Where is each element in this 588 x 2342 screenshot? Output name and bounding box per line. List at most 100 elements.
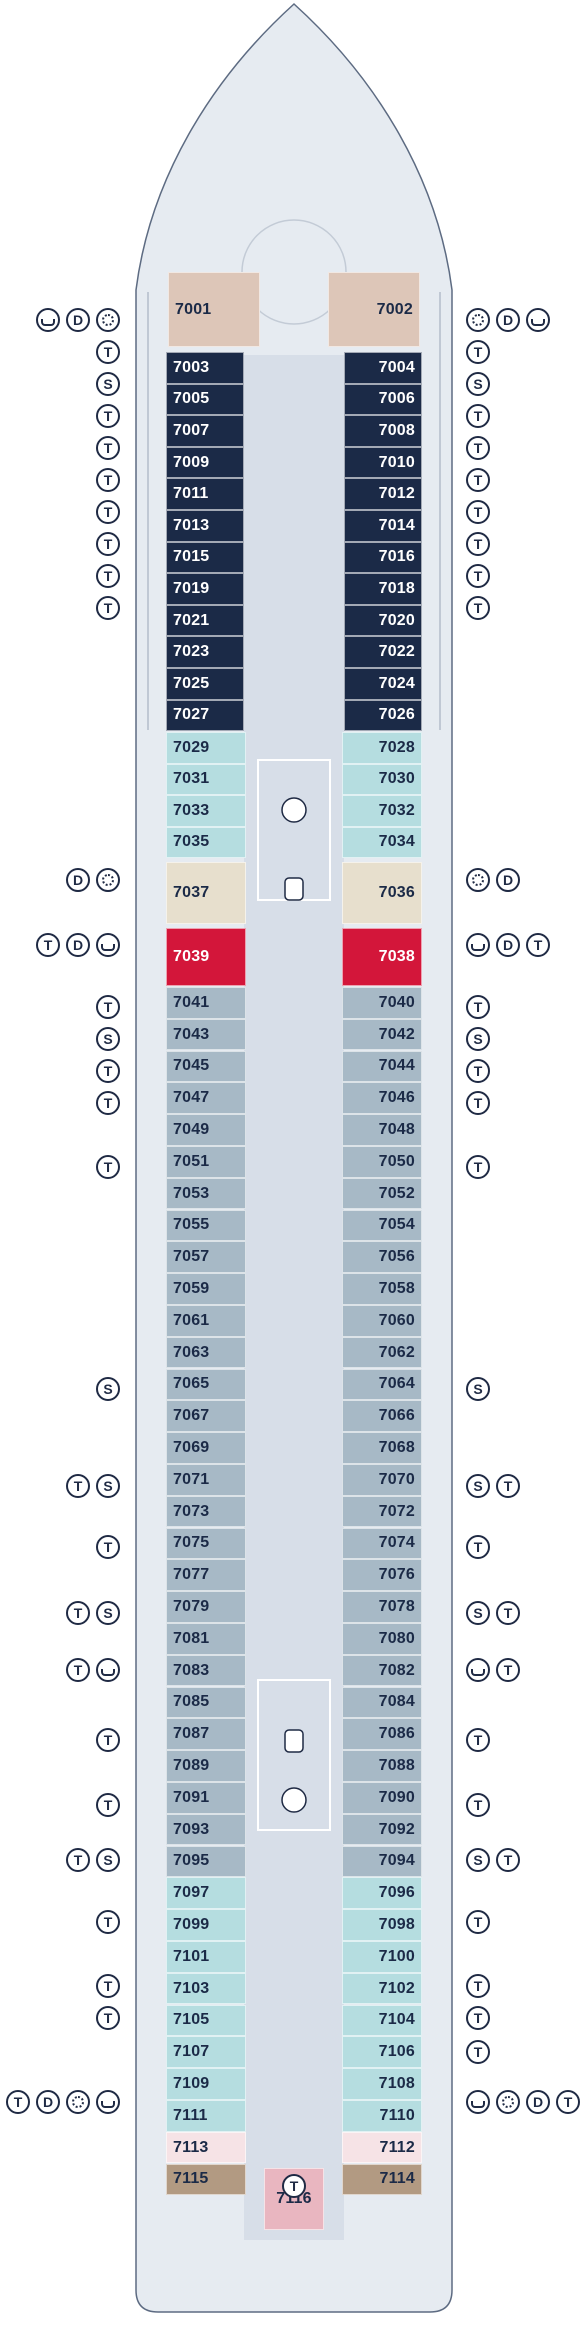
cabin-7081[interactable]: 7081 [166, 1623, 246, 1655]
cabin-7054[interactable]: 7054 [342, 1209, 422, 1242]
cabin-7060[interactable]: 7060 [342, 1305, 422, 1337]
cabin-7108[interactable]: 7108 [342, 2068, 422, 2100]
cabin-7002[interactable]: 7002 [328, 272, 420, 347]
cabin-7105[interactable]: 7105 [166, 2004, 246, 2037]
cabin-7029[interactable]: 7029 [166, 732, 246, 764]
cabin-7092[interactable]: 7092 [342, 1813, 422, 1846]
cabin-7080[interactable]: 7080 [342, 1623, 422, 1655]
cabin-7069[interactable]: 7069 [166, 1432, 246, 1464]
cabin-7024[interactable]: 7024 [344, 668, 422, 700]
cabin-7062[interactable]: 7062 [342, 1336, 422, 1369]
cabin-7096[interactable]: 7096 [342, 1877, 422, 1909]
cabin-7102[interactable]: 7102 [342, 1972, 422, 2005]
cabin-7038[interactable]: 7038 [342, 928, 422, 986]
cabin-7055[interactable]: 7055 [166, 1209, 246, 1242]
cabin-7098[interactable]: 7098 [342, 1909, 422, 1941]
cabin-7078[interactable]: 7078 [342, 1591, 422, 1623]
cabin-7077[interactable]: 7077 [166, 1559, 246, 1591]
cabin-7090[interactable]: 7090 [342, 1782, 422, 1814]
cabin-7063[interactable]: 7063 [166, 1336, 246, 1369]
cabin-7079[interactable]: 7079 [166, 1591, 246, 1623]
cabin-7093[interactable]: 7093 [166, 1813, 246, 1846]
cabin-7014[interactable]: 7014 [344, 510, 422, 542]
cabin-7115[interactable]: 7115 [166, 2163, 246, 2196]
cabin-7008[interactable]: 7008 [344, 415, 422, 447]
cabin-7064[interactable]: 7064 [342, 1368, 422, 1401]
cabin-7016[interactable]: 7016 [344, 541, 422, 574]
cabin-7048[interactable]: 7048 [342, 1114, 422, 1146]
cabin-7095[interactable]: 7095 [166, 1845, 246, 1878]
cabin-7072[interactable]: 7072 [342, 1495, 422, 1528]
cabin-7111[interactable]: 7111 [166, 2100, 246, 2132]
cabin-7047[interactable]: 7047 [166, 1082, 246, 1114]
cabin-7053[interactable]: 7053 [166, 1177, 246, 1210]
cabin-7040[interactable]: 7040 [342, 987, 422, 1019]
cabin-7085[interactable]: 7085 [166, 1686, 246, 1719]
cabin-7112[interactable]: 7112 [342, 2131, 422, 2164]
cabin-7103[interactable]: 7103 [166, 1972, 246, 2005]
cabin-7104[interactable]: 7104 [342, 2004, 422, 2037]
cabin-7089[interactable]: 7089 [166, 1750, 246, 1782]
cabin-7100[interactable]: 7100 [342, 1941, 422, 1973]
cabin-7035[interactable]: 7035 [166, 826, 246, 859]
cabin-7032[interactable]: 7032 [342, 795, 422, 827]
cabin-7044[interactable]: 7044 [342, 1050, 422, 1083]
cabin-7051[interactable]: 7051 [166, 1146, 246, 1178]
cabin-7088[interactable]: 7088 [342, 1750, 422, 1782]
cabin-7031[interactable]: 7031 [166, 763, 246, 796]
cabin-7046[interactable]: 7046 [342, 1082, 422, 1114]
cabin-7067[interactable]: 7067 [166, 1400, 246, 1432]
cabin-7082[interactable]: 7082 [342, 1654, 422, 1687]
cabin-7091[interactable]: 7091 [166, 1782, 246, 1814]
cabin-7028[interactable]: 7028 [342, 732, 422, 764]
cabin-7073[interactable]: 7073 [166, 1495, 246, 1528]
cabin-7084[interactable]: 7084 [342, 1686, 422, 1719]
cabin-7033[interactable]: 7033 [166, 795, 246, 827]
cabin-7027[interactable]: 7027 [166, 699, 244, 732]
cabin-7099[interactable]: 7099 [166, 1909, 246, 1941]
cabin-7011[interactable]: 7011 [166, 478, 244, 510]
cabin-7009[interactable]: 7009 [166, 446, 244, 479]
cabin-7043[interactable]: 7043 [166, 1018, 246, 1051]
cabin-7021[interactable]: 7021 [166, 604, 244, 637]
cabin-7052[interactable]: 7052 [342, 1177, 422, 1210]
cabin-7071[interactable]: 7071 [166, 1464, 246, 1496]
cabin-7001[interactable]: 7001 [168, 272, 260, 347]
cabin-7004[interactable]: 7004 [344, 352, 422, 384]
cabin-7023[interactable]: 7023 [166, 636, 244, 668]
cabin-7050[interactable]: 7050 [342, 1146, 422, 1178]
cabin-7101[interactable]: 7101 [166, 1941, 246, 1973]
cabin-7045[interactable]: 7045 [166, 1050, 246, 1083]
cabin-7012[interactable]: 7012 [344, 478, 422, 510]
cabin-7007[interactable]: 7007 [166, 415, 244, 447]
cabin-7059[interactable]: 7059 [166, 1273, 246, 1305]
cabin-7022[interactable]: 7022 [344, 636, 422, 668]
cabin-7114[interactable]: 7114 [342, 2163, 422, 2196]
cabin-7019[interactable]: 7019 [166, 573, 244, 605]
cabin-7041[interactable]: 7041 [166, 987, 246, 1019]
cabin-7087[interactable]: 7087 [166, 1718, 246, 1750]
cabin-7003[interactable]: 7003 [166, 352, 244, 384]
cabin-7005[interactable]: 7005 [166, 383, 244, 416]
cabin-7039[interactable]: 7039 [166, 928, 246, 986]
cabin-7061[interactable]: 7061 [166, 1305, 246, 1337]
cabin-7068[interactable]: 7068 [342, 1432, 422, 1464]
cabin-7086[interactable]: 7086 [342, 1718, 422, 1750]
cabin-7026[interactable]: 7026 [344, 699, 422, 732]
cabin-7066[interactable]: 7066 [342, 1400, 422, 1432]
cabin-7109[interactable]: 7109 [166, 2068, 246, 2100]
cabin-7074[interactable]: 7074 [342, 1527, 422, 1560]
cabin-7034[interactable]: 7034 [342, 826, 422, 859]
cabin-7049[interactable]: 7049 [166, 1114, 246, 1146]
cabin-7083[interactable]: 7083 [166, 1654, 246, 1687]
cabin-7030[interactable]: 7030 [342, 763, 422, 796]
cabin-7056[interactable]: 7056 [342, 1241, 422, 1273]
cabin-7010[interactable]: 7010 [344, 446, 422, 479]
cabin-7076[interactable]: 7076 [342, 1559, 422, 1591]
cabin-7107[interactable]: 7107 [166, 2036, 246, 2068]
cabin-7110[interactable]: 7110 [342, 2100, 422, 2132]
cabin-7057[interactable]: 7057 [166, 1241, 246, 1273]
cabin-7037[interactable]: 7037 [166, 862, 246, 924]
cabin-7070[interactable]: 7070 [342, 1464, 422, 1496]
cabin-7036[interactable]: 7036 [342, 862, 422, 924]
